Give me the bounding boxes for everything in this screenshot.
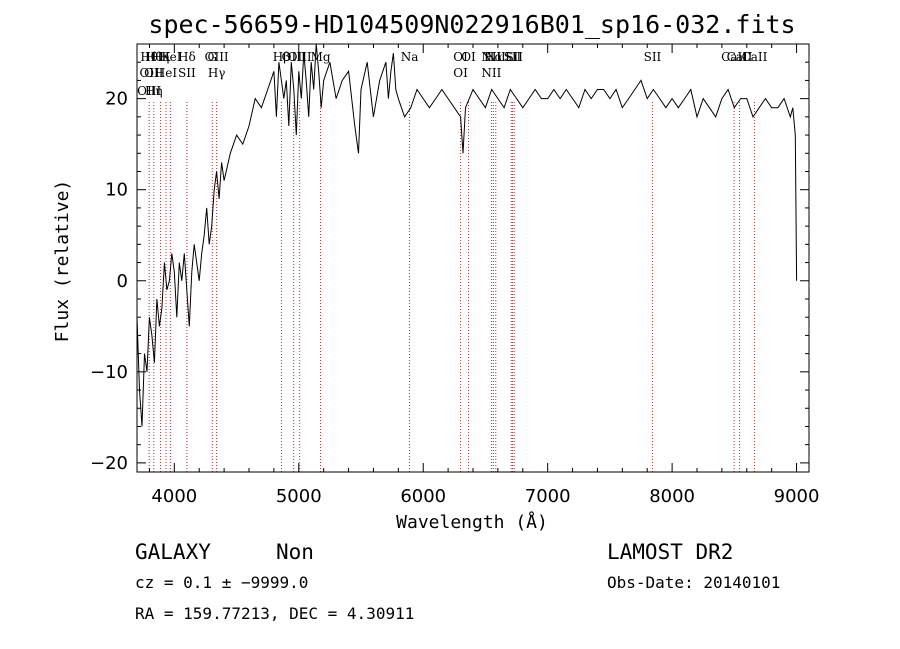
line-label: OIII — [205, 50, 229, 64]
line-label: Hη — [145, 84, 163, 98]
line-label: NII — [486, 50, 506, 64]
line-label: NII — [481, 66, 501, 80]
line-label: OI — [453, 66, 468, 80]
line-label: Hη — [152, 50, 170, 64]
observation-date: Obs-Date: 20140101 — [607, 573, 780, 592]
y-tick-label: −20 — [90, 453, 128, 474]
x-axis-ticks: 4000 5000 6000 7000 8000 9000 — [148, 44, 820, 507]
x-tick-label: 6000 — [400, 486, 446, 507]
line-label: SII — [178, 66, 196, 80]
line-label: SII — [505, 50, 523, 64]
line-label: CaII — [742, 50, 768, 64]
y-tick-label: 20 — [105, 89, 128, 110]
chart-title: spec-56659-HD104509N022916B01_sp16-032.f… — [148, 10, 795, 39]
line-label: Hθ — [140, 50, 158, 64]
line-label: Mg — [311, 50, 331, 64]
line-label: HeI — [155, 66, 178, 80]
y-axis-ticks: −20 −10 0 10 20 — [90, 61, 809, 474]
redshift-cz: cz = 0.1 ± −9999.0 — [135, 573, 308, 592]
line-label: Hβ — [273, 50, 290, 64]
line-label: CaII — [727, 50, 753, 64]
line-label: OI — [453, 50, 468, 64]
line-label: Hγ — [208, 66, 226, 80]
line-label: SII — [644, 50, 662, 64]
x-tick-label: 7000 — [525, 486, 571, 507]
line-label: NII — [481, 50, 501, 64]
object-subclass: Non — [276, 540, 314, 564]
line-label: Hα — [484, 50, 503, 64]
ra-dec-coordinates: RA = 159.77213, DEC = 4.30911 — [135, 604, 414, 623]
line-label: OII — [144, 66, 164, 80]
line-label: Na — [401, 50, 419, 64]
line-label: HeI — [159, 50, 182, 64]
line-label: OIII — [282, 50, 306, 64]
line-label: OI — [461, 50, 476, 64]
y-tick-label: 10 — [105, 180, 128, 201]
emission-line-labels: HθOIIOIIIHθOIIHηHηKHeIHeIHδSIIGOIIIHγHβO… — [137, 50, 767, 98]
emission-line-markers — [148, 102, 755, 472]
x-tick-label: 4000 — [151, 486, 197, 507]
line-label: G — [207, 50, 217, 64]
y-tick-label: −10 — [90, 362, 128, 383]
object-class: GALAXY — [135, 540, 211, 564]
plot-frame — [136, 43, 810, 473]
line-label: Hδ — [178, 50, 196, 64]
line-label: OII — [140, 66, 160, 80]
y-axis-label: Flux (relative) — [52, 180, 73, 343]
line-label: Li — [505, 50, 517, 64]
x-axis-label: Wavelength (Å) — [396, 511, 548, 533]
line-label: CaII — [721, 50, 747, 64]
spectrum-line — [136, 43, 798, 427]
x-tick-label: 5000 — [276, 486, 322, 507]
x-tick-label: 9000 — [774, 486, 820, 507]
line-label: OIII — [288, 50, 312, 64]
survey-name: LAMOST DR2 — [607, 540, 733, 564]
line-label: OIII — [137, 84, 161, 98]
line-label: Hθ — [145, 50, 163, 64]
line-label: SII — [504, 50, 522, 64]
y-tick-label: 0 — [117, 271, 128, 292]
x-tick-label: 8000 — [649, 486, 695, 507]
line-label: K — [162, 50, 172, 64]
